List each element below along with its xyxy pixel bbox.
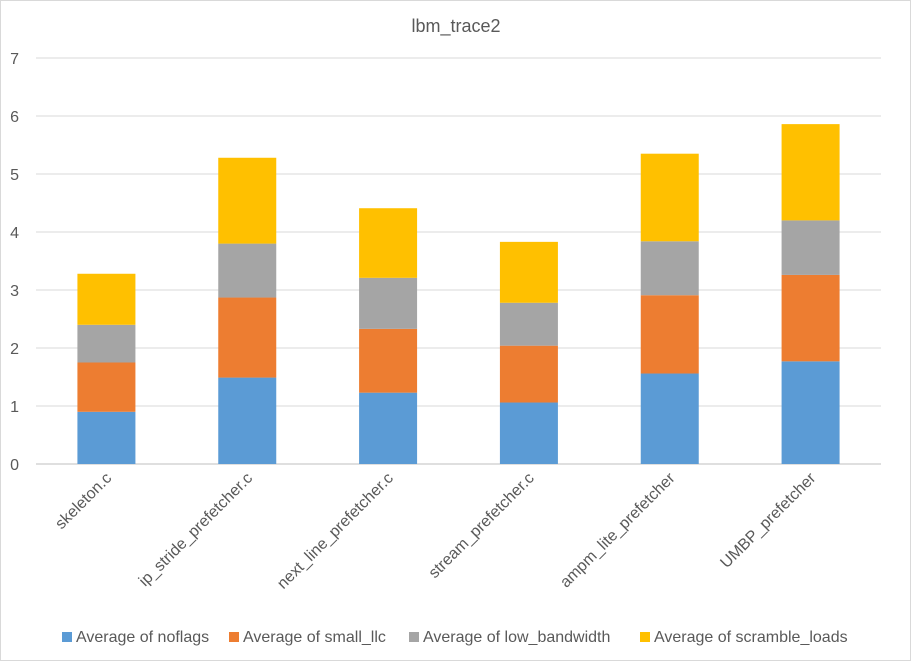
x-tick-label: ip_stride_prefetcher.c [136, 470, 256, 590]
bar-segment-4-2 [218, 157, 277, 244]
bar-segment-1-2 [218, 377, 277, 464]
bar-segment-1-4 [499, 402, 558, 464]
legend-swatch [409, 632, 419, 642]
x-tick-label: stream_prefetcher.c [426, 470, 538, 582]
x-tick-label: UMBP_prefetcher [717, 469, 819, 571]
bar-segment-1-5 [640, 373, 699, 464]
legend-swatch [640, 632, 650, 642]
bar-segment-2-5 [640, 295, 699, 374]
bar-segment-2-2 [218, 297, 277, 378]
legend-label: Average of low_bandwidth [423, 629, 610, 646]
bars [77, 124, 840, 464]
bar-segment-4-6 [781, 124, 840, 221]
bar-segment-2-1 [77, 362, 136, 412]
y-tick-label: 5 [10, 167, 19, 184]
bar-segment-1-1 [77, 411, 136, 464]
y-tick-label: 1 [10, 399, 19, 416]
bar-segment-1-3 [359, 392, 418, 464]
gridlines [36, 57, 881, 465]
bar-segment-4-5 [640, 153, 699, 242]
bar-segment-2-6 [781, 274, 840, 362]
x-axis: skeleton.c ip_stride_prefetcher.c next_lin… [52, 469, 820, 592]
bar-segment-2-4 [499, 345, 558, 403]
bar-segment-3-1 [77, 324, 136, 363]
x-tick-label: skeleton.c [52, 470, 115, 533]
y-tick-label: 3 [10, 283, 19, 300]
legend-swatch [62, 632, 72, 642]
legend-label: Average of noflags [76, 629, 209, 646]
bar-segment-3-4 [499, 302, 558, 346]
bar-segment-2-3 [359, 328, 418, 393]
y-tick-label: 2 [10, 341, 19, 358]
x-tick-label: next_line_prefetcher.c [274, 470, 397, 593]
bar-segment-3-5 [640, 241, 699, 296]
bar-segment-1-6 [781, 361, 840, 464]
y-tick-label: 6 [10, 109, 19, 126]
bar-segment-3-2 [218, 243, 277, 298]
bar-segment-4-4 [499, 241, 558, 303]
bar-segment-3-6 [781, 220, 840, 275]
y-tick-label: 4 [10, 225, 19, 242]
legend-label: Average of scramble_loads [654, 629, 848, 646]
chart-title: lbm_trace2 [411, 16, 500, 37]
bar-segment-4-3 [359, 208, 418, 278]
y-axis: 0 1 2 3 4 5 6 7 [10, 51, 19, 474]
legend-swatch [229, 632, 239, 642]
bar-segment-4-1 [77, 273, 136, 325]
x-tick-label: ampm_lite_prefetcher [557, 469, 679, 591]
y-tick-label: 0 [10, 457, 19, 474]
bar-segment-3-3 [359, 277, 418, 329]
legend: Average of noflags Average of small_llc Av… [62, 629, 848, 646]
legend-label: Average of small_llc [243, 629, 386, 646]
y-tick-label: 7 [10, 51, 19, 68]
